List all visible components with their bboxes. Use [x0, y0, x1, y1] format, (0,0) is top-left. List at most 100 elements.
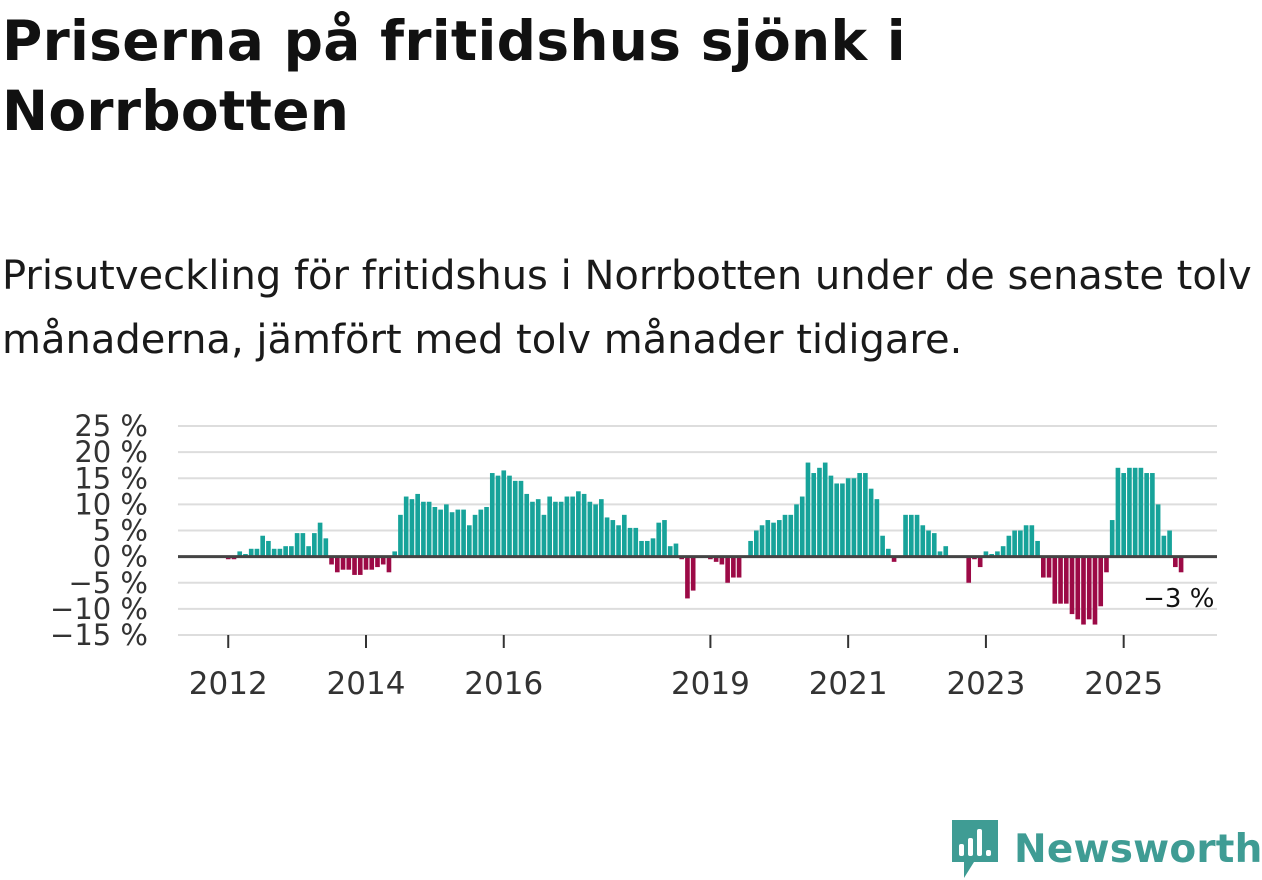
- bar: [845, 478, 851, 557]
- bar: [908, 514, 914, 557]
- bar: [323, 538, 329, 557]
- bar: [357, 556, 363, 575]
- bar: [719, 556, 725, 565]
- bar: [1127, 467, 1132, 557]
- bar: [484, 506, 489, 557]
- bar: [799, 496, 805, 557]
- bar: [518, 480, 524, 557]
- bar: [587, 501, 593, 557]
- bar: [966, 556, 972, 583]
- bar: [1018, 530, 1023, 557]
- bar: [1173, 556, 1178, 568]
- bar: [558, 501, 564, 557]
- bar: [1138, 467, 1144, 557]
- bar: [438, 509, 443, 557]
- bar: [392, 551, 398, 557]
- bar: [415, 493, 420, 557]
- bar: [369, 556, 375, 570]
- bar: [1029, 525, 1035, 557]
- bar: [461, 509, 466, 557]
- bar: [1035, 540, 1040, 557]
- bar: [926, 530, 931, 557]
- bar: [317, 522, 323, 557]
- bar: [564, 496, 570, 557]
- bar: [886, 548, 891, 557]
- bar: [834, 483, 839, 557]
- bar: [817, 467, 822, 557]
- bar: [449, 512, 455, 557]
- bar: [633, 527, 639, 557]
- bar: [375, 556, 380, 568]
- chart-subtitle: Prisutveckling för fritidshus i Norrbott…: [2, 253, 1252, 363]
- bar: [512, 480, 518, 557]
- bar: [409, 499, 415, 557]
- bar: [421, 501, 426, 557]
- bar: [713, 556, 719, 562]
- bar: [380, 556, 386, 565]
- bar: [880, 535, 885, 557]
- y-tick-label: −5 %: [68, 566, 148, 600]
- brand-name: Newsworthy: [1014, 826, 1262, 872]
- bar: [1109, 520, 1115, 557]
- bar: [581, 493, 587, 557]
- bar: [650, 538, 656, 557]
- x-tick-label: 2014: [327, 666, 406, 702]
- bar: [725, 556, 730, 583]
- bar: [656, 522, 662, 557]
- bar: [667, 546, 673, 557]
- y-tick-label: 10 %: [74, 487, 148, 521]
- bar: [352, 556, 357, 575]
- bar: [432, 506, 438, 557]
- bar: [570, 496, 575, 557]
- bar: [840, 483, 845, 557]
- bar: [398, 514, 403, 557]
- bar: [1104, 556, 1109, 573]
- bar: [627, 527, 633, 557]
- bar: [788, 514, 794, 557]
- bar: [1012, 530, 1017, 557]
- bar: [541, 514, 547, 557]
- bar: [851, 478, 857, 557]
- bar: [444, 504, 449, 557]
- bar: [346, 556, 352, 570]
- bar: [1086, 556, 1092, 620]
- x-tick-label: 2021: [809, 666, 888, 702]
- bar: [937, 551, 943, 557]
- bar: [472, 514, 478, 557]
- bar: [931, 533, 937, 557]
- y-tick-label: 0 %: [93, 540, 148, 574]
- bar: [1041, 556, 1046, 578]
- bar: [754, 530, 759, 557]
- bar: [673, 543, 679, 557]
- bar: [914, 514, 920, 557]
- bar: [748, 540, 753, 557]
- bar: [495, 475, 501, 557]
- bar: [524, 493, 530, 557]
- bar: [690, 556, 696, 591]
- page-title: Priserna på fritidshus sjönk i Norrbotte…: [2, 9, 906, 143]
- x-axis: 2012 2014 2016 2019 2021 2023 2025: [189, 635, 1163, 702]
- bar: [501, 470, 507, 557]
- bar: [312, 533, 317, 557]
- bar: [1046, 556, 1052, 578]
- bar: [868, 488, 874, 557]
- bar: [771, 522, 776, 557]
- y-tick-label: −10 %: [50, 592, 148, 626]
- bar: [616, 525, 621, 557]
- bar: [426, 501, 432, 557]
- bar: [1052, 556, 1058, 604]
- bar: [1144, 473, 1149, 557]
- bar: [1150, 473, 1155, 557]
- bar: [1058, 556, 1063, 604]
- bar: [662, 520, 667, 557]
- grid-lines: [178, 425, 1217, 636]
- bar: [489, 473, 495, 557]
- bar: [1081, 556, 1086, 625]
- y-tick-label: −15 %: [50, 618, 148, 652]
- bar: [1069, 556, 1075, 615]
- bar: [403, 496, 409, 557]
- bar: [977, 556, 983, 568]
- bar: [805, 462, 811, 557]
- bar: [995, 551, 1000, 557]
- bar-chart: 25 %20 %15 %10 %5 %0 %−5 %−10 %−15 % 201…: [50, 409, 1217, 702]
